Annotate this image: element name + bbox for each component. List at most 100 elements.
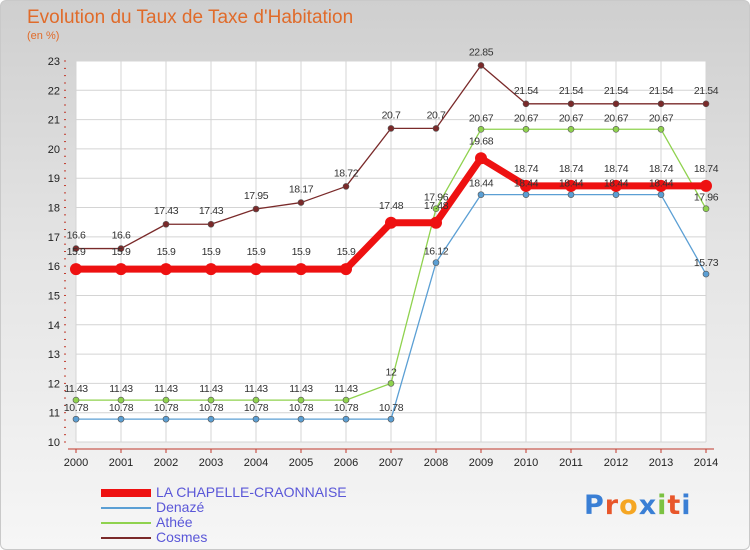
data-label: 15.73: [694, 257, 719, 269]
data-point: [702, 100, 710, 108]
x-tick-label: 2000: [64, 457, 88, 469]
legend-label: LA CHAPELLE-CRAONNAISE: [156, 484, 347, 500]
data-point: [477, 62, 485, 69]
data-label: 18.17: [289, 184, 314, 196]
data-label: 10.78: [244, 402, 269, 414]
data-label: 10.78: [379, 402, 404, 414]
proxiti-logo: Proxiti: [584, 490, 692, 521]
legend-label: Cosmes: [156, 529, 208, 545]
logo-letter: r: [604, 490, 620, 521]
data-point: [702, 270, 710, 278]
data-label: 11.43: [289, 383, 313, 395]
data-point: [340, 263, 352, 276]
x-tick-label: 2007: [379, 457, 403, 469]
data-label: 22.85: [469, 46, 494, 58]
data-label: 18.74: [694, 163, 719, 175]
y-tick-label: 23: [48, 56, 60, 68]
line-chart: 10 11 12 13 14 15 16 17 18 19 20 21 22 23 2000 2001 2002…: [48, 46, 719, 469]
data-label: 18.74: [604, 163, 629, 175]
data-label: 17.95: [244, 190, 269, 202]
data-point: [342, 415, 350, 423]
data-point: [432, 259, 440, 266]
x-tick-label: 2006: [334, 457, 358, 469]
data-point: [610, 179, 622, 192]
data-label: 17.43: [199, 205, 224, 217]
data-point: [162, 396, 170, 404]
data-point: [252, 205, 260, 213]
data-point: [205, 263, 217, 276]
logo-letter: i: [657, 490, 668, 521]
y-tick-label: 10: [48, 437, 60, 449]
data-label: 16.12: [424, 246, 449, 258]
x-tick-label: 2013: [649, 457, 673, 469]
data-point: [657, 191, 665, 198]
data-point: [432, 205, 440, 213]
data-point: [432, 125, 440, 132]
data-point: [655, 179, 667, 192]
data-point: [160, 263, 172, 276]
data-label: 15.9: [202, 246, 221, 258]
y-tick-label: 15: [48, 290, 60, 302]
data-point: [522, 100, 530, 108]
data-label: 17.96: [694, 192, 719, 204]
data-point: [657, 125, 665, 133]
x-tick-label: 2008: [424, 457, 448, 469]
data-point: [387, 380, 395, 387]
data-label: 21.54: [649, 85, 674, 97]
data-point: [477, 191, 485, 198]
data-label: 10.78: [199, 402, 224, 414]
data-point: [295, 263, 307, 276]
data-label: 11.43: [334, 383, 358, 395]
data-label: 21.54: [559, 85, 584, 97]
data-label: 10.78: [109, 402, 134, 414]
data-label: 18.44: [604, 178, 629, 190]
data-point: [297, 396, 305, 404]
x-tick-label: 2002: [154, 457, 178, 469]
y-tick-label: 18: [48, 203, 60, 215]
data-label: 11.43: [199, 383, 223, 395]
logo-letter: i: [681, 490, 692, 521]
data-label: 10.78: [289, 402, 314, 414]
data-label: 10.78: [334, 402, 359, 414]
data-point: [702, 205, 710, 213]
data-point: [567, 125, 575, 133]
data-point: [252, 415, 260, 423]
data-label: 18.44: [559, 178, 584, 190]
data-point: [700, 179, 712, 192]
data-label: 18.72: [334, 167, 359, 179]
data-point: [387, 125, 395, 132]
data-label: 18.74: [559, 163, 584, 175]
x-tick-label: 2003: [199, 457, 223, 469]
legend-swatch: [101, 507, 151, 509]
logo-letter: P: [584, 490, 605, 521]
data-label: 20.67: [469, 112, 494, 124]
y-tick-label: 22: [48, 85, 60, 97]
data-label: 10.78: [64, 402, 89, 414]
logo-letter: o: [619, 490, 639, 521]
data-label: 20.7: [427, 109, 446, 121]
data-point: [430, 216, 442, 229]
data-label: 16.6: [112, 230, 131, 242]
data-label: 11.43: [109, 383, 133, 395]
data-point: [162, 415, 170, 423]
data-label: 12: [386, 366, 397, 378]
data-point: [477, 125, 485, 133]
legend-label: Athée: [156, 514, 193, 530]
data-point: [567, 191, 575, 198]
data-point: [342, 396, 350, 404]
data-point: [117, 396, 125, 404]
data-label: 17.48: [379, 200, 404, 212]
data-point: [342, 183, 350, 190]
legend-swatch: [101, 489, 151, 497]
data-label: 20.67: [514, 112, 539, 124]
data-point: [657, 100, 665, 108]
data-point: [250, 263, 262, 276]
data-point: [612, 100, 620, 108]
y-tick-label: 16: [48, 261, 60, 273]
x-tick-label: 2004: [244, 457, 268, 469]
data-label: 10.78: [154, 402, 179, 414]
data-label: 15.9: [112, 246, 131, 258]
y-tick-label: 13: [48, 349, 60, 361]
data-label: 18.74: [649, 163, 674, 175]
data-label: 18.44: [469, 178, 494, 190]
